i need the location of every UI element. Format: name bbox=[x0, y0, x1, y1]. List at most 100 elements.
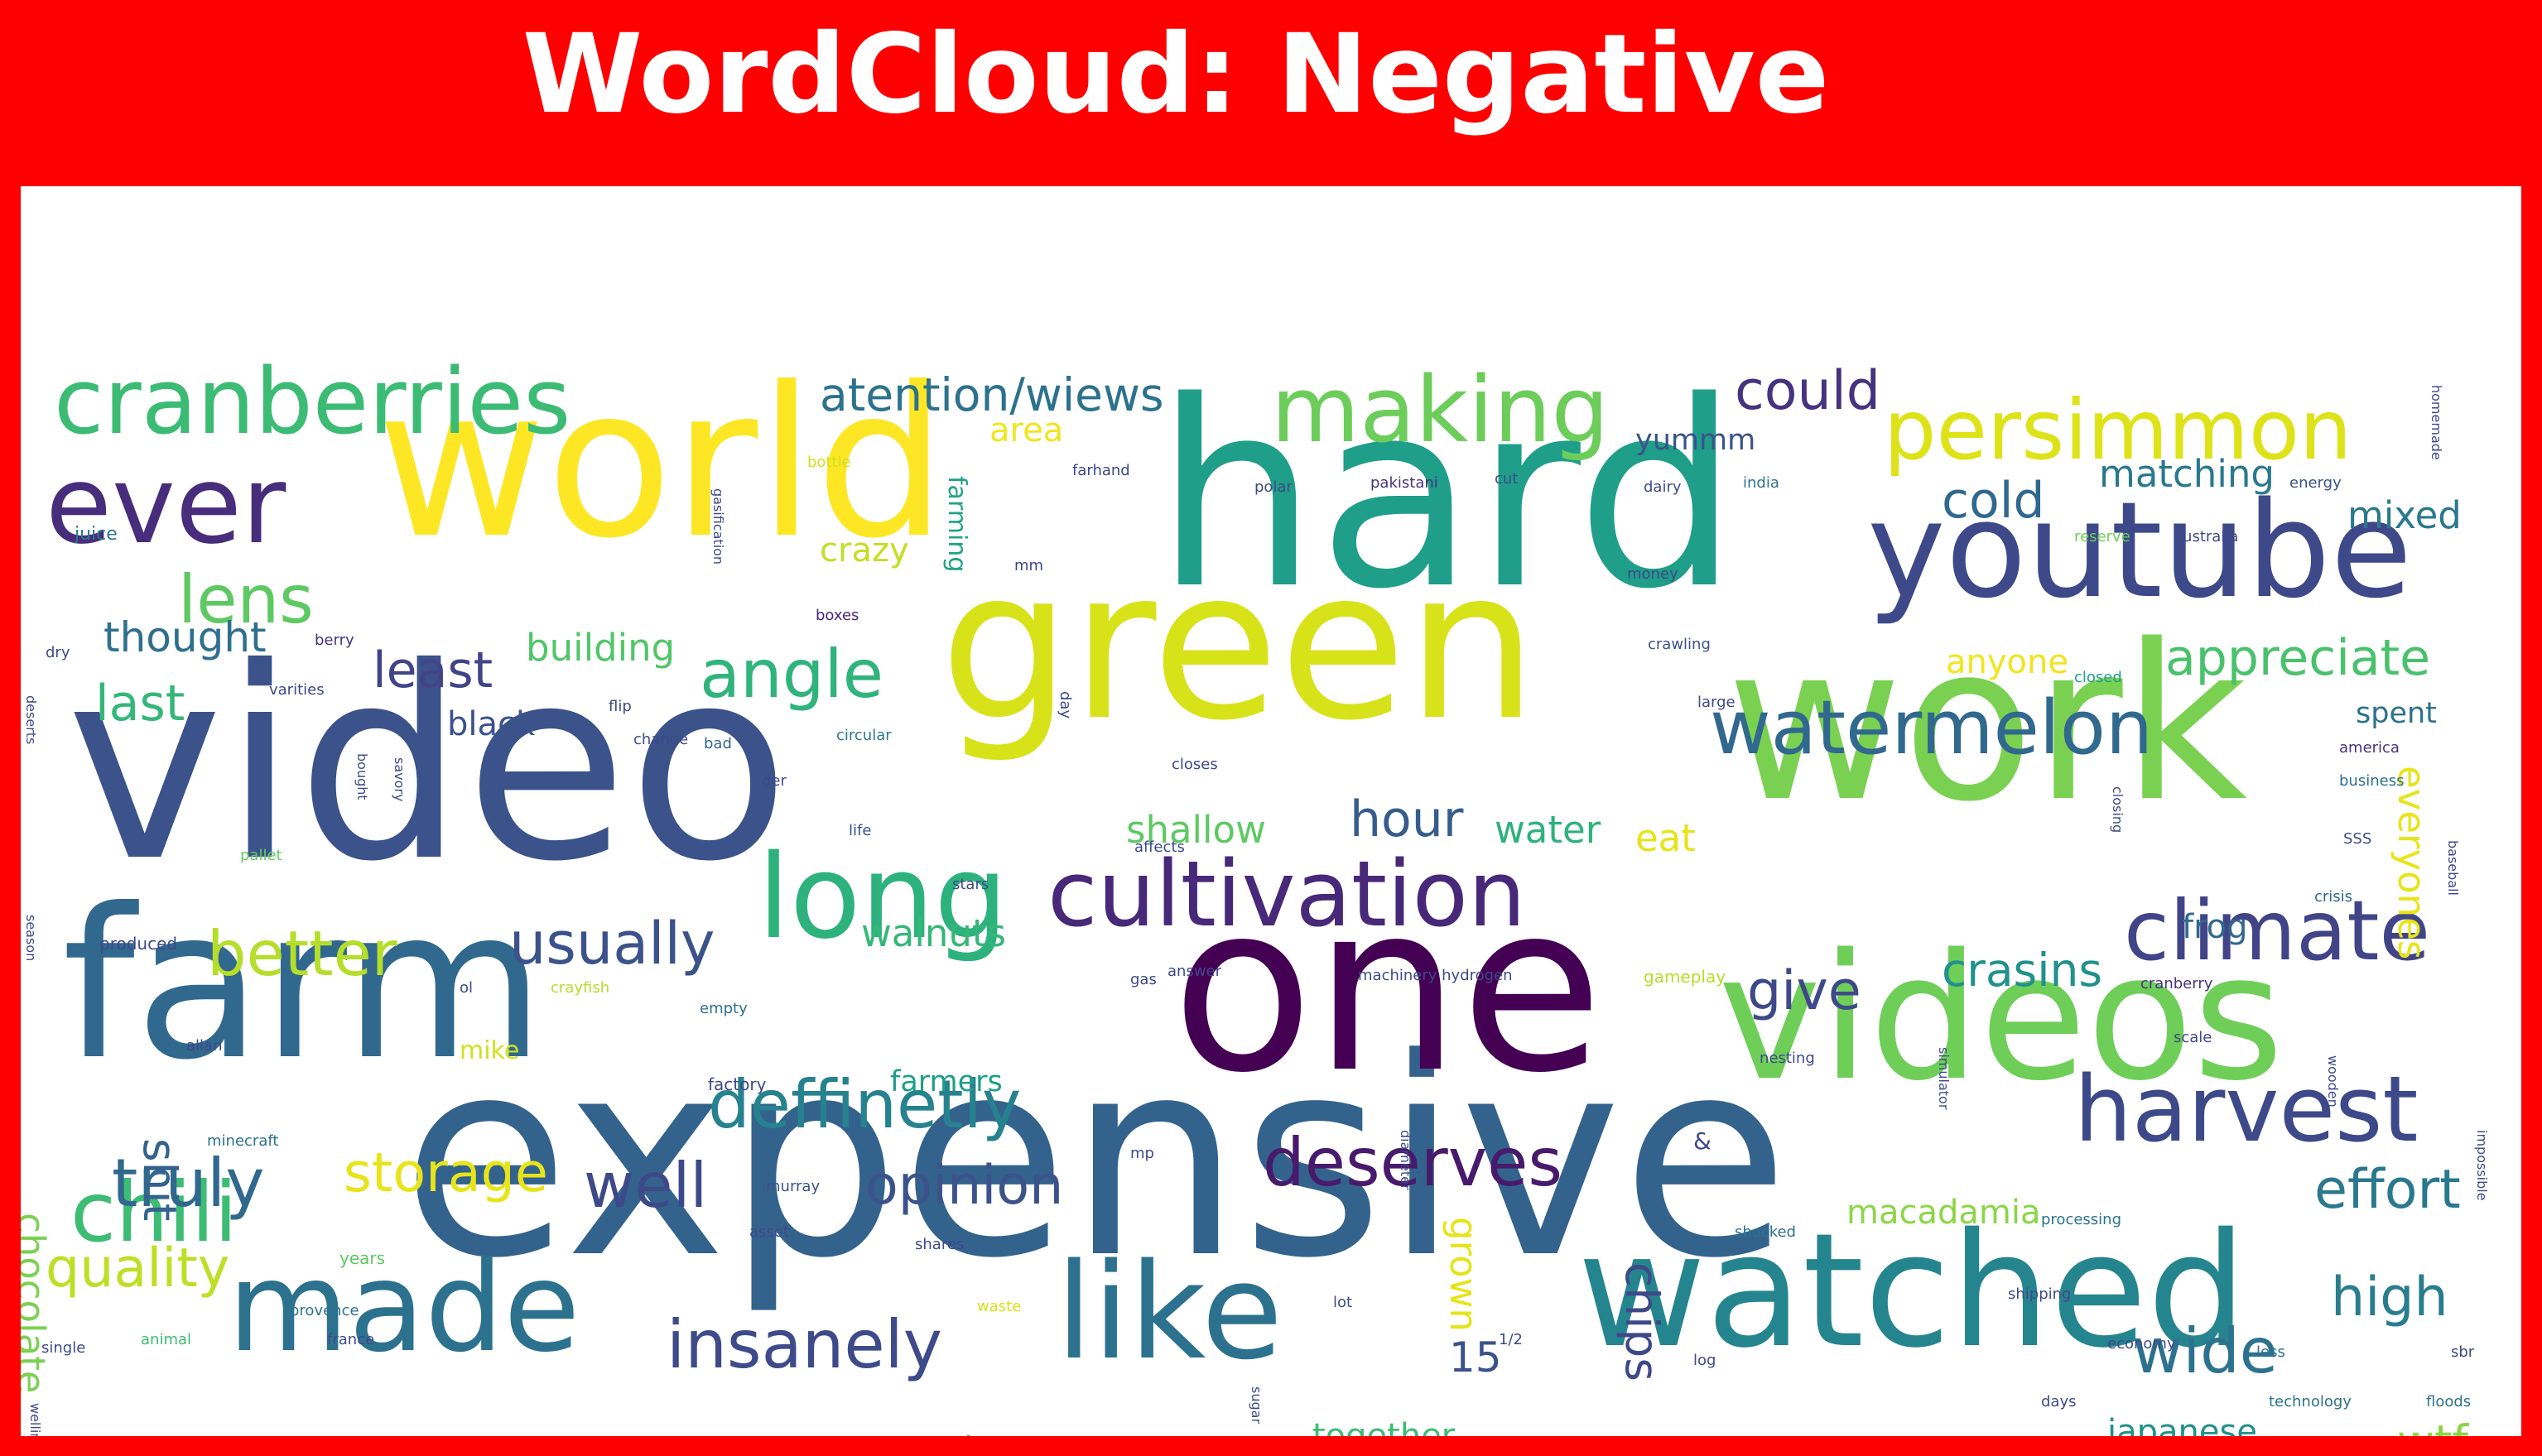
word-15: 15 bbox=[1449, 1333, 1502, 1382]
word-watched: watched bbox=[1577, 1199, 2247, 1382]
word-storage: storage bbox=[344, 1142, 548, 1204]
word-murray: murray bbox=[766, 1178, 821, 1195]
word-single: single bbox=[41, 1339, 86, 1357]
word-yummm: yummm bbox=[1635, 424, 1756, 457]
word-nesting: nesting bbox=[1760, 1050, 1815, 1067]
word-hour: hour bbox=[1350, 790, 1464, 848]
word-world: world bbox=[377, 343, 947, 584]
word-days: days bbox=[2041, 1393, 2077, 1410]
word-gameplay: gameplay bbox=[1644, 967, 1726, 987]
word-gasification: gasification bbox=[710, 488, 726, 565]
word-grown: grown bbox=[1442, 1217, 1485, 1332]
word-day: day bbox=[1057, 691, 1074, 719]
word-shallow: shallow bbox=[1126, 808, 1266, 852]
word-wtf: wtf bbox=[2397, 1420, 2468, 1437]
word-farmers: farmers bbox=[890, 1065, 1003, 1098]
word-matching: matching bbox=[2099, 452, 2275, 496]
word-walnuts: walnuts bbox=[861, 911, 1007, 955]
word-truly: truly bbox=[112, 1145, 265, 1222]
word-energy: energy bbox=[2289, 474, 2342, 492]
word-reserve: reserve bbox=[2074, 528, 2130, 545]
word-scale: scale bbox=[2174, 1029, 2212, 1046]
word-quality: quality bbox=[46, 1237, 230, 1300]
word-water: water bbox=[1495, 808, 1601, 852]
word-watermelon: watermelon bbox=[1710, 685, 2153, 771]
word-area: area bbox=[989, 411, 1064, 449]
word-berry: berry bbox=[315, 632, 354, 649]
word-allan: allan bbox=[186, 1037, 223, 1055]
word-frog: frog bbox=[2182, 908, 2248, 946]
word-lot: lot bbox=[1333, 1294, 1353, 1311]
word-empty: empty bbox=[700, 1000, 748, 1017]
word-stars: stars bbox=[952, 876, 989, 893]
word-effort: effort bbox=[2314, 1159, 2461, 1221]
word-america: america bbox=[2339, 739, 2400, 757]
word-boxes: boxes bbox=[816, 607, 859, 624]
word-polar: polar bbox=[1254, 478, 1293, 496]
word-deserts: deserts bbox=[23, 695, 39, 745]
word-processing: processing bbox=[2041, 1211, 2122, 1228]
word-impossible: impossible bbox=[2474, 1130, 2490, 1201]
word-farm: farm bbox=[62, 864, 546, 1105]
word-made: made bbox=[228, 1236, 580, 1380]
word-season: season bbox=[23, 915, 39, 962]
word-hard: hard bbox=[1155, 347, 1740, 646]
word-ever: ever bbox=[46, 442, 286, 568]
word-large: large bbox=[1697, 694, 1736, 711]
word-mp: mp bbox=[1130, 1145, 1154, 1162]
word-shocked: shocked bbox=[1735, 1223, 1796, 1241]
word-years: years bbox=[339, 1248, 386, 1268]
word-pakistani: pakistani bbox=[1370, 474, 1438, 492]
word-chocolate: chocolate bbox=[21, 1213, 53, 1394]
word-wooden: wooden bbox=[2325, 1055, 2341, 1108]
word-simulator: simulator bbox=[1936, 1047, 1952, 1110]
word-mm: mm bbox=[1014, 557, 1044, 574]
word-macadamia: macadamia bbox=[1846, 1194, 2041, 1232]
word-japanese: japanese bbox=[2107, 1413, 2257, 1436]
word-well: well bbox=[584, 1149, 708, 1222]
word-sbr: sbr bbox=[2451, 1343, 2475, 1361]
word-australia: australia bbox=[2174, 528, 2239, 545]
word-asset: asset bbox=[749, 1223, 789, 1241]
word-wellington: wellington bbox=[27, 1403, 43, 1436]
word-waste: waste bbox=[977, 1298, 1022, 1315]
word-homemade: homemade bbox=[2429, 385, 2444, 460]
word-money: money bbox=[1627, 565, 1678, 583]
word-ol: ol bbox=[460, 979, 474, 997]
word-bottle: bottle bbox=[807, 454, 851, 471]
word-farming: farming bbox=[942, 476, 971, 573]
word-animal: animal bbox=[141, 1331, 192, 1348]
word-der: der bbox=[762, 772, 787, 790]
word-juice: juice bbox=[75, 524, 118, 545]
word-thought: thought bbox=[104, 613, 267, 661]
word-change: change bbox=[633, 731, 689, 748]
word-crisis: crisis bbox=[2314, 888, 2353, 906]
word-anyone: anyone bbox=[1946, 643, 2068, 681]
word-machinery-hydrogen: machinery hydrogen bbox=[1358, 967, 1513, 984]
word-technology: technology bbox=[2269, 1393, 2352, 1410]
word-making: making bbox=[1271, 357, 1610, 463]
word-savory: savory bbox=[392, 757, 407, 802]
word-video: video bbox=[66, 612, 791, 920]
word-least: least bbox=[373, 642, 493, 699]
word-cultivation: cultivation bbox=[1047, 841, 1526, 947]
word-factory: factory bbox=[708, 1074, 767, 1094]
word-give: give bbox=[1747, 960, 1861, 1022]
word-floods: floods bbox=[2426, 1393, 2472, 1410]
word-together: together bbox=[1312, 1417, 1456, 1436]
word-insanely: insanely bbox=[667, 1306, 943, 1383]
word-diameter: diameter bbox=[1398, 1130, 1413, 1190]
word-videos: videos bbox=[1718, 916, 2284, 1119]
word-deffinetly: deffinetly bbox=[708, 1066, 1022, 1143]
word-youtube: youtube bbox=[1867, 473, 2413, 627]
word-india: india bbox=[1743, 474, 1779, 492]
word-persimmon: persimmon bbox=[1884, 382, 2352, 478]
word-opinion: opinion bbox=[865, 1155, 1064, 1217]
word-symbol: & bbox=[1693, 1127, 1712, 1155]
word-everyday: everyday bbox=[845, 1432, 1018, 1436]
word-affects: affects bbox=[1134, 839, 1185, 856]
word-shit: shit bbox=[133, 1138, 186, 1222]
word-shares: shares bbox=[915, 1236, 965, 1253]
word-black: black bbox=[447, 705, 536, 743]
